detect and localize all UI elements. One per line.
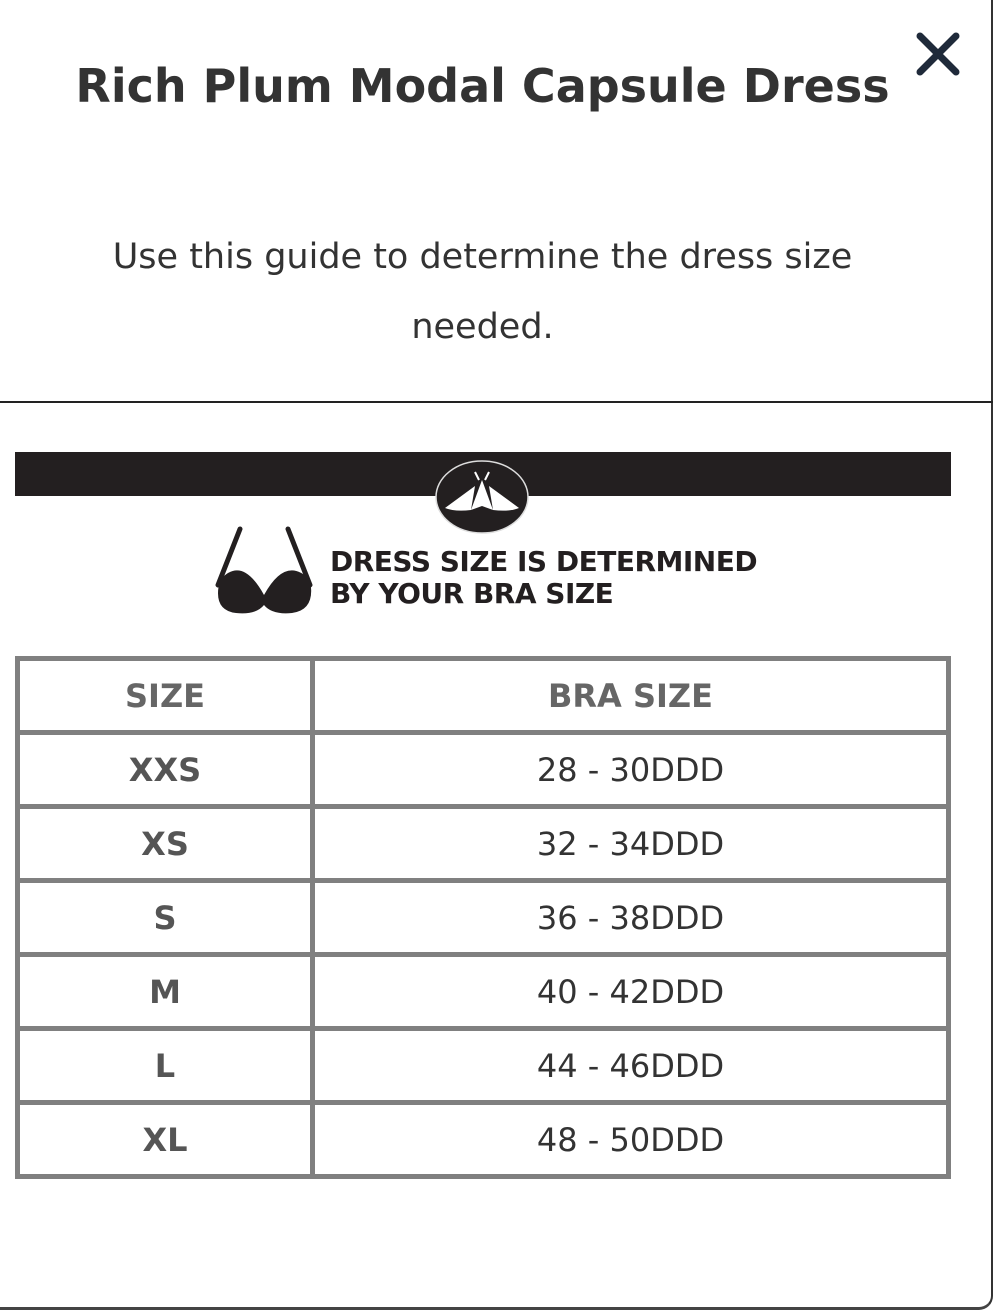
size-cell: L [15,1026,315,1105]
banner-text-line2: BY YOUR BRA SIZE [330,577,614,610]
bra-size-cell: 36 - 38DDD [310,878,951,957]
moth-logo-icon [435,460,529,534]
table-row: L 44 - 46DDD [15,1026,951,1105]
close-button[interactable] [912,28,964,80]
modal-subtitle: Use this guide to determine the dress si… [112,237,853,347]
table-row: XXS 28 - 30DDD [15,730,951,809]
size-cell: XS [15,804,315,883]
table-row: M 40 - 42DDD [15,952,951,1031]
size-cell: M [15,952,315,1031]
size-chart-table: SIZE BRA SIZE XXS 28 - 30DDD XS 32 - 34DDD… [15,656,951,1179]
header-size: SIZE [15,656,315,735]
table-row: XL 48 - 50DDD [15,1100,951,1179]
table-row: S 36 - 38DDD [15,878,951,957]
bra-size-cell: 40 - 42DDD [310,952,951,1031]
divider [0,401,993,403]
bra-icon [215,526,313,614]
size-cell: S [15,878,315,957]
bra-size-cell: 32 - 34DDD [310,804,951,883]
header-bra-size: BRA SIZE [310,656,951,735]
modal-title: Rich Plum Modal Capsule Dress [75,59,890,113]
table-header-row: SIZE BRA SIZE [15,656,951,735]
banner-text-line1: DRESS SIZE IS DETERMINED [330,545,758,578]
table-row: XS 32 - 34DDD [15,804,951,883]
banner-text: DRESS SIZE IS DETERMINED BY YOUR BRA SIZ… [330,545,758,610]
bra-size-cell: 28 - 30DDD [310,730,951,809]
bra-size-cell: 44 - 46DDD [310,1026,951,1105]
close-icon [916,32,960,76]
size-cell: XL [15,1100,315,1179]
bra-size-cell: 48 - 50DDD [310,1100,951,1179]
size-cell: XXS [15,730,315,809]
